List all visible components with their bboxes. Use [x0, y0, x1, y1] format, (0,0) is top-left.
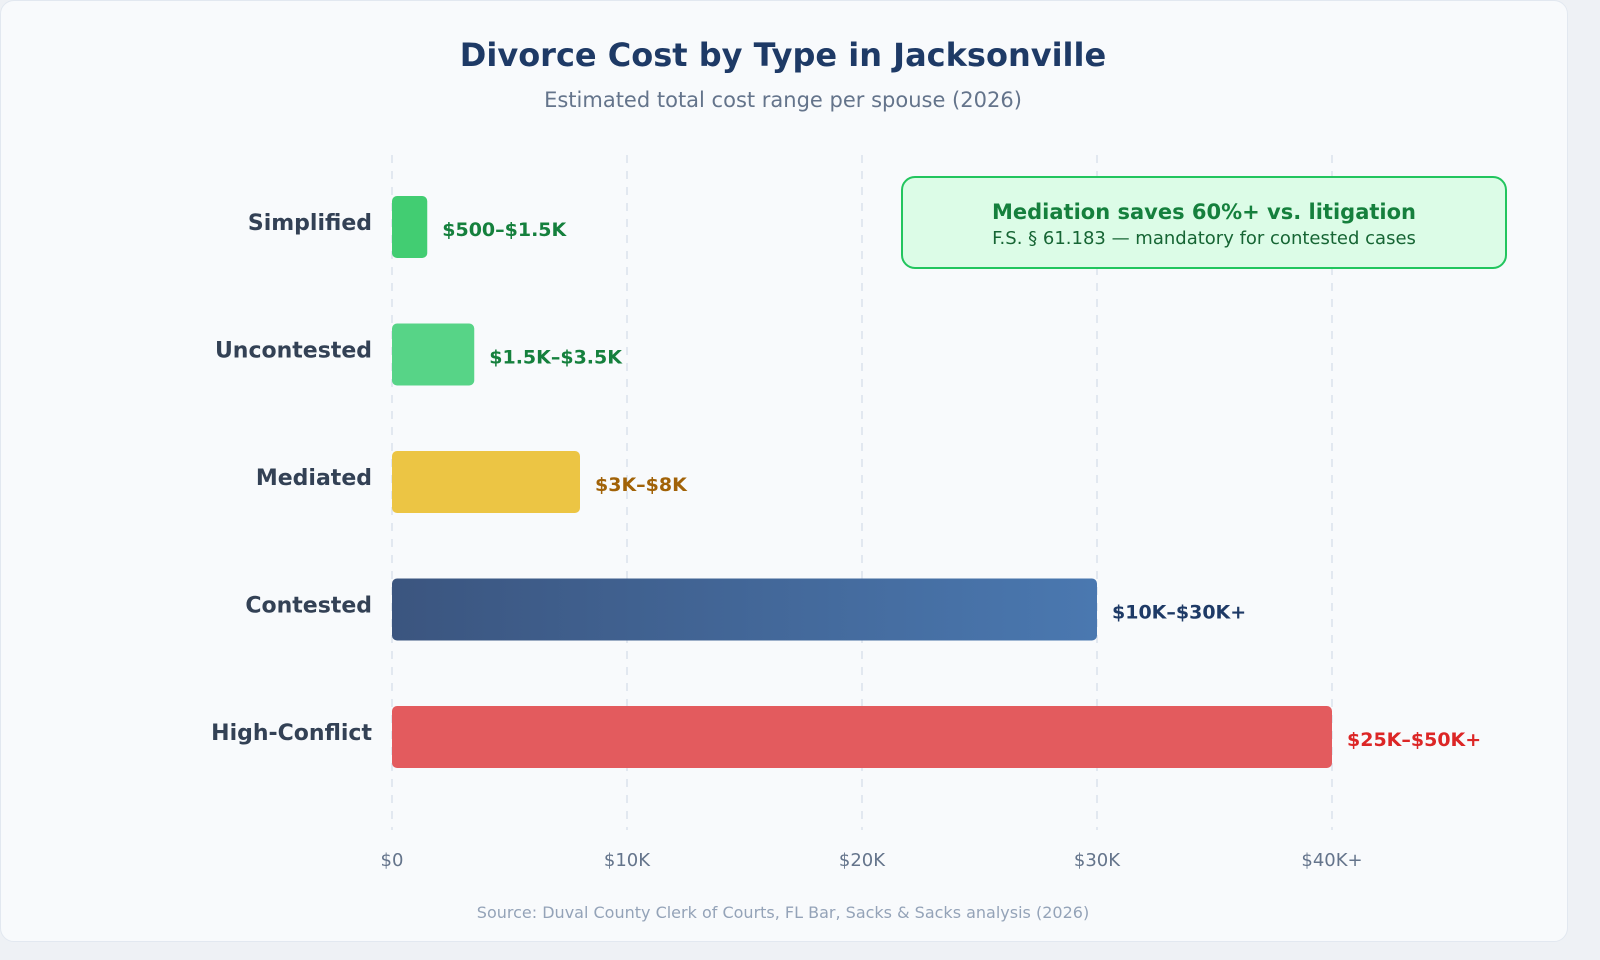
bar [392, 578, 1097, 641]
x-tick-label: $30K [1074, 850, 1121, 871]
bar [392, 323, 475, 386]
chart-subtitle: Estimated total cost range per spouse (2… [544, 88, 1022, 112]
data-label: $1.5K–$3.5K [489, 347, 623, 369]
data-label: $3K–$8K [595, 474, 688, 496]
category-label: Simplified [248, 211, 372, 236]
data-label: $10K–$30K+ [1112, 602, 1246, 624]
category-label: Uncontested [215, 339, 372, 364]
source-note: Source: Duval County Clerk of Courts, FL… [476, 903, 1090, 922]
callout-heading: Mediation saves 60%+ vs. litigation [992, 200, 1416, 224]
callout-text: F.S. § 61.183 — mandatory for contested … [992, 228, 1416, 249]
bar [392, 706, 1332, 768]
mediation-callout: Mediation saves 60%+ vs. litigation F.S.… [901, 176, 1507, 269]
data-label: $25K–$50K+ [1347, 729, 1481, 751]
category-label: High-Conflict [211, 721, 372, 746]
bar [392, 196, 428, 258]
x-tick-label: $40K+ [1301, 850, 1362, 871]
category-label: Mediated [256, 466, 372, 491]
x-tick-label: $0 [381, 850, 404, 871]
chart-card [0, 0, 1568, 942]
data-label: $500–$1.5K [442, 219, 567, 241]
x-tick-label: $20K [839, 850, 886, 871]
x-tick-label: $10K [604, 850, 651, 871]
bar [392, 451, 580, 513]
category-label: Contested [245, 594, 372, 619]
chart-title: Divorce Cost by Type in Jacksonville [459, 36, 1107, 74]
